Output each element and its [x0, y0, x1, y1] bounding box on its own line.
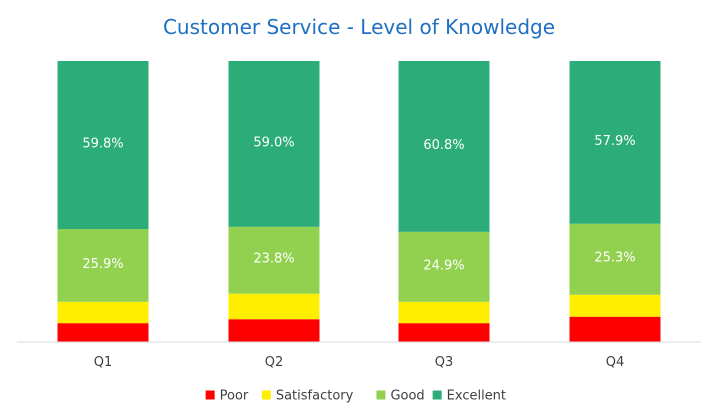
legend: Poor Satisfactory Good Excellent	[205, 389, 506, 404]
bar-segment-excellent-q4	[569, 61, 661, 224]
bar-segment-poor-q1	[57, 323, 149, 342]
bar-segment-excellent-q3	[398, 61, 490, 232]
bars-group	[57, 61, 661, 342]
data-labels-group: 25.9% 59.8% 23.8% 59.0% 24.9% 60.8% 25.3% 57.9%	[82, 134, 635, 273]
data-label-excellent-q1: 59.8%	[82, 137, 123, 152]
data-label-excellent-q2: 59.0%	[253, 135, 294, 150]
legend-label-poor: Poor	[220, 389, 249, 404]
data-label-excellent-q3: 60.8%	[423, 138, 464, 153]
bar-segment-satisfactory-q3	[398, 301, 490, 324]
legend-item-satisfactory: Satisfactory	[261, 389, 354, 404]
data-label-good-q1: 25.9%	[82, 257, 123, 272]
chart-title: Customer Service - Level of Knowledge	[163, 15, 555, 39]
bar-segment-good-q4	[569, 223, 661, 295]
data-label-good-q4: 25.3%	[594, 251, 635, 266]
bar-segment-satisfactory-q4	[569, 294, 661, 317]
x-axis-ticks: Q1 Q2 Q3 Q4	[94, 355, 625, 370]
x-tick-label-q4: Q4	[606, 355, 625, 370]
data-label-good-q2: 23.8%	[253, 252, 294, 267]
legend-label-satisfactory: Satisfactory	[276, 389, 354, 404]
bar-segment-poor-q2	[228, 319, 320, 342]
legend-swatch-excellent	[432, 390, 442, 400]
legend-item-good: Good	[376, 389, 425, 404]
bar-segment-excellent-q2	[228, 61, 320, 227]
bar-segment-good-q2	[228, 226, 320, 294]
legend-swatch-satisfactory	[261, 390, 271, 400]
legend-label-excellent: Excellent	[447, 389, 506, 404]
bar-segment-poor-q4	[569, 316, 661, 342]
bar-segment-poor-q3	[398, 323, 490, 342]
legend-swatch-good	[376, 390, 386, 400]
bar-segment-satisfactory-q1	[57, 301, 149, 324]
bar-segment-good-q1	[57, 229, 149, 302]
data-label-excellent-q4: 57.9%	[594, 134, 635, 149]
bar-segment-good-q3	[398, 231, 490, 302]
legend-swatch-poor	[205, 390, 215, 400]
legend-label-good: Good	[390, 389, 424, 404]
x-tick-label-q3: Q3	[435, 355, 454, 370]
data-label-good-q3: 24.9%	[423, 258, 464, 273]
bar-segment-excellent-q1	[57, 61, 149, 230]
bar-segment-satisfactory-q2	[228, 293, 320, 320]
legend-item-excellent: Excellent	[432, 389, 506, 404]
legend-item-poor: Poor	[205, 389, 249, 404]
x-tick-label-q1: Q1	[94, 355, 113, 370]
x-tick-label-q2: Q2	[265, 355, 284, 370]
